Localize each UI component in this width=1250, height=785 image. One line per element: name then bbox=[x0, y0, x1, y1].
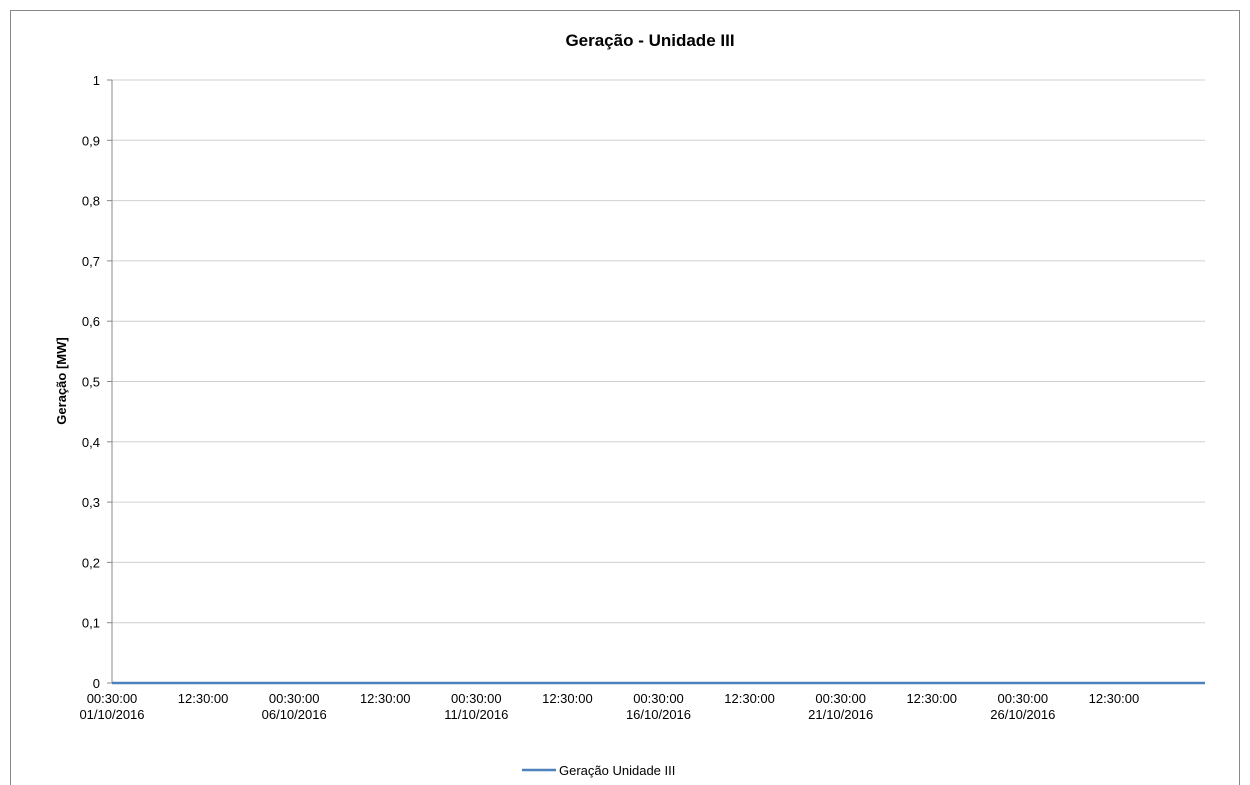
y-tick-label: 0,3 bbox=[82, 495, 100, 510]
x-tick-label: 00:30:00 06/10/2016 bbox=[262, 691, 327, 722]
x-tick-label: 12:30:00 bbox=[724, 691, 775, 706]
y-tick-label: 0,8 bbox=[82, 194, 100, 209]
y-tick-label: 0,6 bbox=[82, 314, 100, 329]
x-tick-label: 12:30:00 bbox=[542, 691, 593, 706]
x-tick-label: 12:30:00 bbox=[906, 691, 957, 706]
x-tick-label: 12:30:00 bbox=[178, 691, 229, 706]
legend-label: Geração Unidade III bbox=[559, 763, 675, 778]
y-tick-label: 0,9 bbox=[82, 133, 100, 148]
x-tick-label: 00:30:00 01/10/2016 bbox=[79, 691, 144, 722]
y-tick-label: 0,2 bbox=[82, 555, 100, 570]
y-tick-label: 1 bbox=[93, 73, 100, 88]
x-tick-label: 00:30:00 16/10/2016 bbox=[626, 691, 691, 722]
x-tick-label: 12:30:00 bbox=[360, 691, 411, 706]
y-axis-label: Geração [MW] bbox=[54, 337, 69, 424]
x-tick-label: 12:30:00 bbox=[1089, 691, 1140, 706]
y-tick-label: 0 bbox=[93, 676, 100, 691]
chart-title: Geração - Unidade III bbox=[565, 31, 734, 50]
y-tick-label: 0,5 bbox=[82, 375, 100, 390]
x-tick-label: 00:30:00 26/10/2016 bbox=[990, 691, 1055, 722]
x-tick-label: 00:30:00 21/10/2016 bbox=[808, 691, 873, 722]
y-tick-label: 0,1 bbox=[82, 616, 100, 631]
y-tick-label: 0,7 bbox=[82, 254, 100, 269]
chart-border bbox=[10, 10, 1240, 785]
y-tick-label: 0,4 bbox=[82, 435, 100, 450]
x-tick-label: 00:30:00 11/10/2016 bbox=[444, 691, 508, 722]
